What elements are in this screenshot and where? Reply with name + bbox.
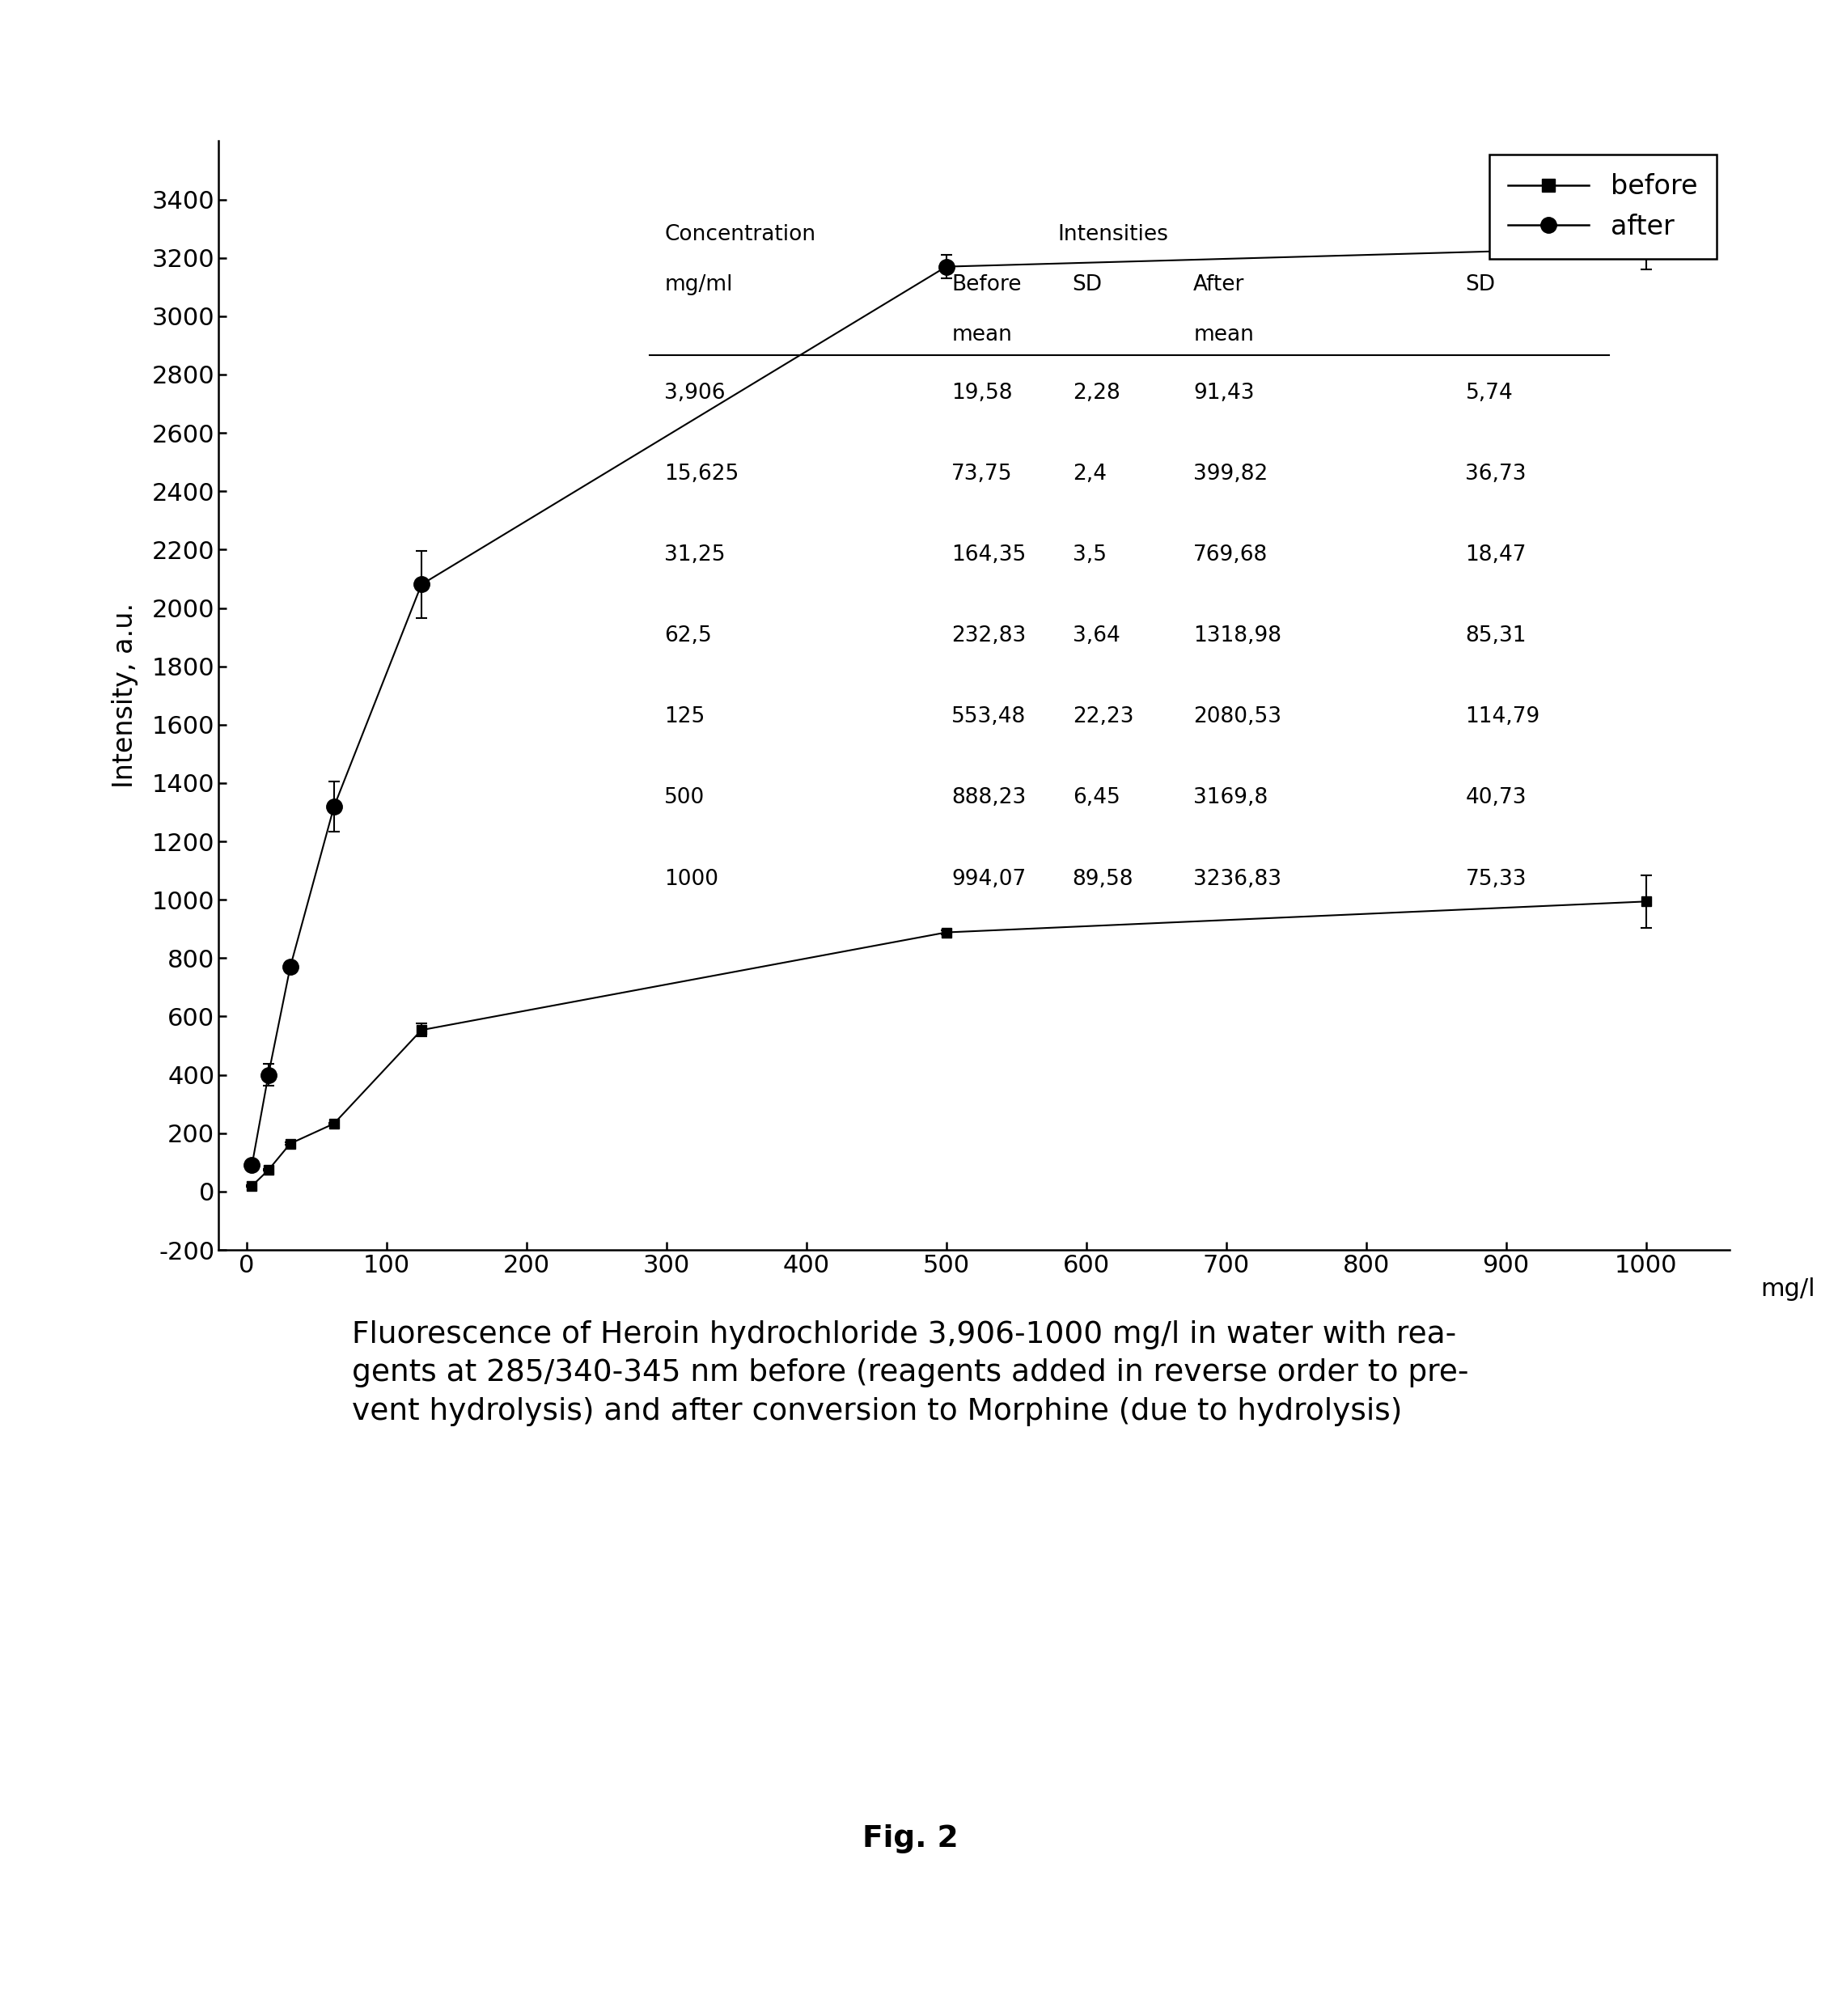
Text: 3236,83: 3236,83 (1193, 869, 1282, 889)
Text: 22,23: 22,23 (1073, 706, 1133, 728)
Text: mean: mean (952, 325, 1012, 345)
Y-axis label: Intensity, a.u.: Intensity, a.u. (111, 603, 138, 788)
Text: 40,73: 40,73 (1466, 788, 1526, 808)
Text: Intensities: Intensities (1058, 224, 1167, 246)
Text: 85,31: 85,31 (1466, 625, 1526, 647)
Text: mg/l: mg/l (1761, 1278, 1816, 1300)
Text: 73,75: 73,75 (952, 464, 1012, 484)
Text: 164,35: 164,35 (952, 544, 1027, 566)
Text: 3,64: 3,64 (1073, 625, 1120, 647)
Text: 6,45: 6,45 (1073, 788, 1120, 808)
Text: Fluorescence of Heroin hydrochloride 3,906-1000 mg/l in water with rea-
gents at: Fluorescence of Heroin hydrochloride 3,9… (351, 1320, 1470, 1425)
Text: 3,906: 3,906 (665, 383, 725, 403)
Text: 888,23: 888,23 (952, 788, 1027, 808)
Text: mean: mean (1193, 325, 1255, 345)
Text: 31,25: 31,25 (665, 544, 725, 566)
Text: 18,47: 18,47 (1466, 544, 1526, 566)
Text: 91,43: 91,43 (1193, 383, 1255, 403)
Text: 62,5: 62,5 (665, 625, 712, 647)
Text: 36,73: 36,73 (1466, 464, 1526, 484)
Text: 994,07: 994,07 (952, 869, 1027, 889)
Text: Concentration: Concentration (665, 224, 816, 246)
Text: SD: SD (1073, 274, 1102, 294)
Text: Before: Before (952, 274, 1022, 294)
Text: 769,68: 769,68 (1193, 544, 1267, 566)
Text: After: After (1193, 274, 1246, 294)
Text: Fig. 2: Fig. 2 (863, 1824, 958, 1853)
Text: 2080,53: 2080,53 (1193, 706, 1282, 728)
Text: 2,4: 2,4 (1073, 464, 1107, 484)
Text: 15,625: 15,625 (665, 464, 739, 484)
Text: 1318,98: 1318,98 (1193, 625, 1282, 647)
Text: 5,74: 5,74 (1466, 383, 1513, 403)
Text: 114,79: 114,79 (1466, 706, 1541, 728)
Text: 232,83: 232,83 (952, 625, 1027, 647)
Legend: before, after: before, after (1490, 155, 1717, 260)
Text: 19,58: 19,58 (952, 383, 1012, 403)
Text: 399,82: 399,82 (1193, 464, 1267, 484)
Text: 3169,8: 3169,8 (1193, 788, 1267, 808)
Text: 3,5: 3,5 (1073, 544, 1107, 566)
Text: 500: 500 (665, 788, 705, 808)
Text: 1000: 1000 (665, 869, 719, 889)
Text: SD: SD (1466, 274, 1495, 294)
Text: 553,48: 553,48 (952, 706, 1027, 728)
Text: mg/ml: mg/ml (665, 274, 732, 294)
Text: 89,58: 89,58 (1073, 869, 1133, 889)
Text: 125: 125 (665, 706, 705, 728)
Text: 2,28: 2,28 (1073, 383, 1120, 403)
Text: 75,33: 75,33 (1466, 869, 1526, 889)
